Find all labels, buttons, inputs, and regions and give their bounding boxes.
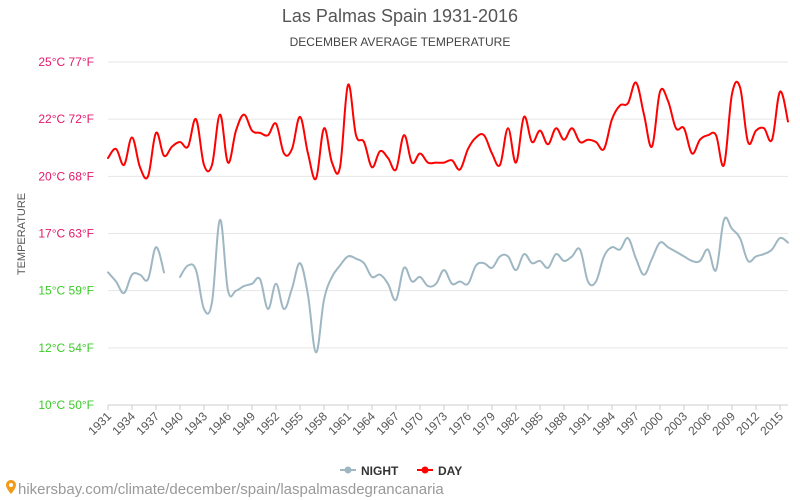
y-tick-label: 20°C 68°F <box>38 169 94 183</box>
x-tick-label: 1976 <box>445 409 474 438</box>
x-tick-label: 1973 <box>421 409 450 438</box>
x-tick-label: 1982 <box>493 409 522 438</box>
legend-item-day[interactable]: DAY <box>417 464 462 478</box>
series-layer <box>107 80 789 354</box>
day-series-line-0 <box>107 80 789 181</box>
x-tick-label: 1958 <box>301 409 330 438</box>
x-tick-label: 1970 <box>397 409 426 438</box>
x-tick-label: 2006 <box>685 409 714 438</box>
x-tick-label: 1946 <box>205 409 234 438</box>
legend[interactable]: NIGHT DAY <box>340 464 462 478</box>
location-pin-icon <box>6 480 16 498</box>
x-tick-label: 1964 <box>349 409 378 438</box>
x-tick-label: 2009 <box>709 409 738 438</box>
x-tick-label: 2015 <box>757 409 786 438</box>
y-tick-label: 15°C 59°F <box>38 284 94 298</box>
x-tick-label: 2003 <box>661 409 690 438</box>
x-tick-label: 1937 <box>133 409 162 438</box>
x-tick-label: 1943 <box>181 409 210 438</box>
chart-title: Las Palmas Spain 1931-2016 <box>281 6 519 26</box>
x-tick-label: 1988 <box>541 409 570 438</box>
legend-day-label: DAY <box>438 464 462 478</box>
y-tick-label: 12°C 54°F <box>38 341 94 355</box>
x-tick-label: 1967 <box>373 409 402 438</box>
legend-night-label: NIGHT <box>361 464 399 478</box>
x-tick-label: 2012 <box>733 409 762 438</box>
x-tick-label: 1955 <box>277 409 306 438</box>
y-tick-labels: 10°C 50°F 12°C 54°F 15°C 59°F 17°C 63°F 20°C… <box>38 55 94 412</box>
y-tick-label: 22°C 72°F <box>38 112 94 126</box>
night-series-line-0 <box>107 246 165 295</box>
x-tick-label: 1952 <box>253 409 282 438</box>
y-tick-label: 17°C 63°F <box>38 227 94 241</box>
chart-subtitle: DECEMBER AVERAGE TEMPERATURE <box>289 35 511 49</box>
x-tick-label: 1949 <box>229 409 258 438</box>
source-text: hikersbay.com/climate/december/spain/las… <box>18 480 444 498</box>
legend-day-marker-icon <box>421 466 429 474</box>
x-tick-label: 1931 <box>85 409 114 438</box>
x-tick-label: 1985 <box>517 409 546 438</box>
x-tick-label: 1991 <box>565 409 594 438</box>
x-tick-label: 1940 <box>157 409 186 438</box>
x-tick-labels: 1931193419371940194319461949195219551958… <box>85 404 788 438</box>
legend-night-marker-icon <box>344 466 352 474</box>
x-tick-label: 1961 <box>325 409 354 438</box>
y-tick-label: 25°C 77°F <box>38 55 94 69</box>
x-tick-label: 2000 <box>637 409 666 438</box>
y-axis-label: TEMPERATURE <box>16 193 28 275</box>
x-tick-label: 1934 <box>109 409 138 438</box>
y-tick-label: 10°C 50°F <box>38 398 94 412</box>
x-tick-label: 1994 <box>589 409 618 438</box>
source-link[interactable]: hikersbay.com/climate/december/spain/las… <box>6 480 444 498</box>
x-tick-label: 1997 <box>613 409 642 438</box>
legend-item-night[interactable]: NIGHT <box>340 464 399 478</box>
night-series-line-1 <box>179 216 789 354</box>
x-tick-label: 1979 <box>469 409 498 438</box>
grid-layer <box>108 61 788 406</box>
